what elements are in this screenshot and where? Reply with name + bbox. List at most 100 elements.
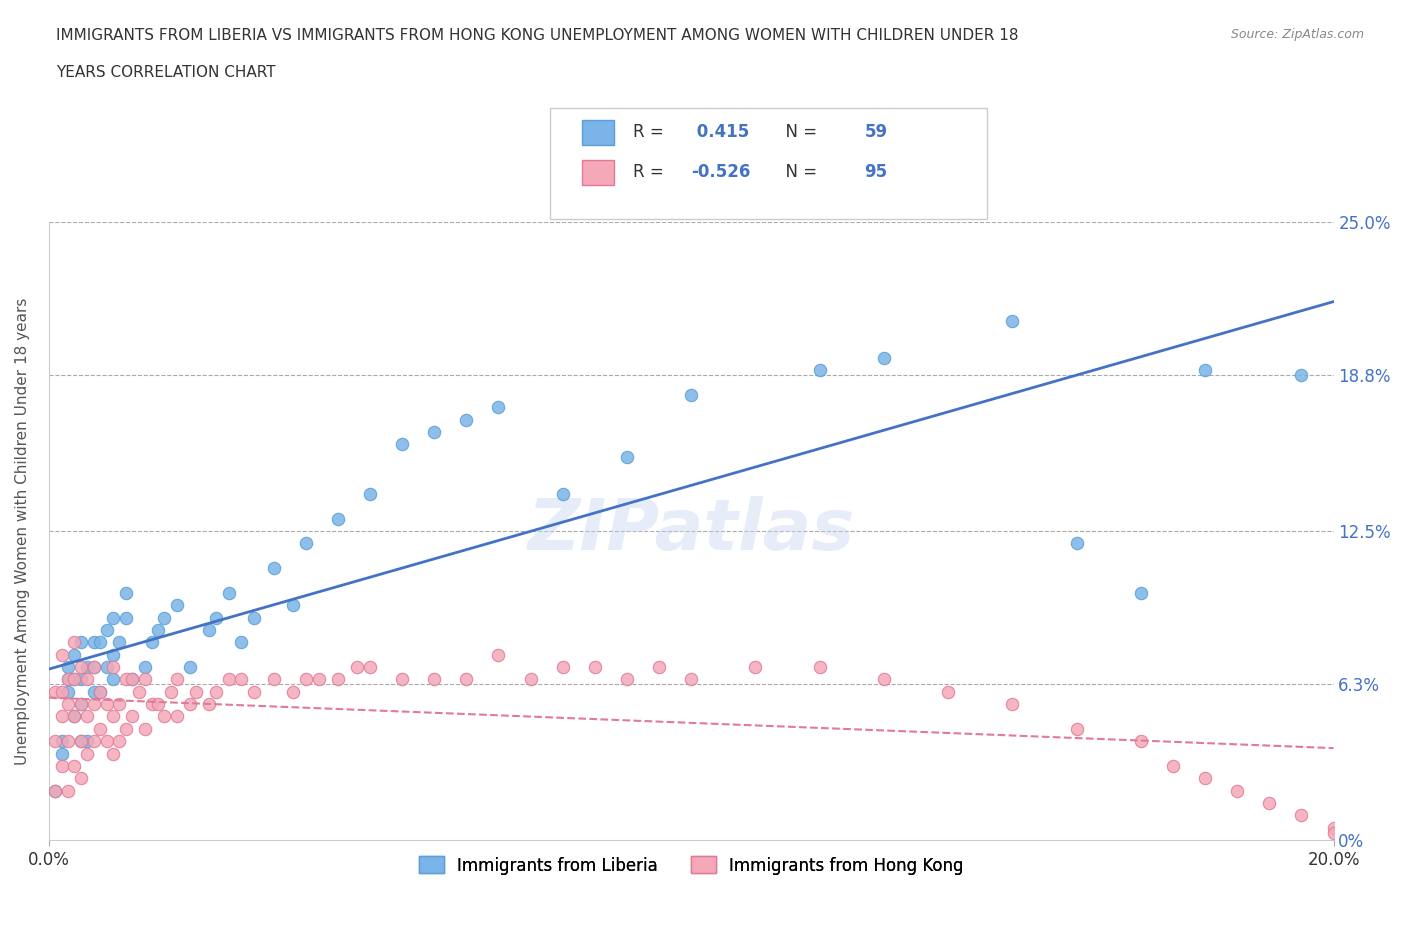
Text: -0.526: -0.526 — [692, 164, 751, 181]
Point — [83, 684, 105, 699]
Point — [456, 412, 478, 427]
Point — [243, 684, 266, 699]
Point — [486, 647, 509, 662]
Point — [204, 684, 226, 699]
Y-axis label: Unemployment Among Women with Children Under 18 years: Unemployment Among Women with Children U… — [15, 298, 30, 764]
Text: YEARS CORRELATION CHART: YEARS CORRELATION CHART — [56, 65, 276, 80]
Point — [551, 486, 574, 501]
Point — [56, 671, 79, 686]
Text: N =: N = — [775, 124, 823, 141]
Point — [108, 697, 131, 711]
Point — [1322, 825, 1344, 840]
Point — [308, 671, 330, 686]
Point — [70, 734, 93, 749]
Point — [63, 647, 86, 662]
Point — [101, 746, 124, 761]
Point — [179, 697, 201, 711]
Point — [83, 734, 105, 749]
Point — [326, 512, 349, 526]
Point — [1194, 363, 1216, 378]
Point — [423, 425, 446, 440]
Point — [134, 671, 156, 686]
Point — [101, 647, 124, 662]
Point — [76, 709, 98, 724]
Point — [121, 671, 143, 686]
Point — [263, 671, 285, 686]
Text: 59: 59 — [865, 124, 887, 141]
Point — [108, 734, 131, 749]
Point — [51, 647, 73, 662]
Point — [121, 671, 143, 686]
Point — [96, 697, 118, 711]
Text: R =: R = — [633, 124, 669, 141]
Point — [391, 671, 413, 686]
Point — [83, 697, 105, 711]
Point — [70, 697, 93, 711]
Point — [134, 659, 156, 674]
Point — [70, 635, 93, 650]
Point — [166, 598, 188, 613]
Point — [1001, 697, 1024, 711]
Point — [166, 671, 188, 686]
Point — [56, 783, 79, 798]
Point — [51, 746, 73, 761]
Point — [1322, 820, 1344, 835]
Point — [141, 697, 163, 711]
FancyBboxPatch shape — [582, 120, 614, 144]
Point — [128, 684, 150, 699]
Point — [616, 449, 638, 464]
Point — [56, 659, 79, 674]
Point — [76, 746, 98, 761]
Point — [51, 709, 73, 724]
Point — [51, 759, 73, 774]
Point — [218, 671, 240, 686]
Point — [294, 671, 316, 686]
Point — [101, 610, 124, 625]
Point — [936, 684, 959, 699]
Point — [1194, 771, 1216, 786]
Point — [359, 659, 381, 674]
Point — [96, 622, 118, 637]
Point — [456, 671, 478, 686]
Point — [1066, 722, 1088, 737]
Point — [198, 697, 221, 711]
Point — [56, 671, 79, 686]
Point — [89, 722, 111, 737]
Point — [326, 671, 349, 686]
Point — [346, 659, 368, 674]
Point — [76, 671, 98, 686]
Point — [114, 722, 136, 737]
Point — [873, 671, 896, 686]
Point — [76, 659, 98, 674]
Point — [83, 659, 105, 674]
Point — [519, 671, 541, 686]
Point — [551, 659, 574, 674]
Point — [134, 722, 156, 737]
Point — [89, 684, 111, 699]
Point — [70, 659, 93, 674]
Point — [391, 437, 413, 452]
Point — [121, 709, 143, 724]
Point — [648, 659, 671, 674]
Point — [63, 635, 86, 650]
Point — [243, 610, 266, 625]
Point — [1258, 795, 1281, 810]
Point — [70, 697, 93, 711]
Point — [281, 598, 304, 613]
Point — [63, 709, 86, 724]
Point — [153, 610, 176, 625]
Point — [204, 610, 226, 625]
Point — [56, 734, 79, 749]
Point — [101, 671, 124, 686]
Point — [681, 671, 703, 686]
Point — [76, 734, 98, 749]
Point — [146, 622, 169, 637]
Point — [63, 709, 86, 724]
Point — [808, 363, 831, 378]
Point — [70, 671, 93, 686]
Point — [294, 536, 316, 551]
Point — [114, 585, 136, 600]
Point — [96, 659, 118, 674]
Point — [101, 709, 124, 724]
Point — [44, 734, 66, 749]
